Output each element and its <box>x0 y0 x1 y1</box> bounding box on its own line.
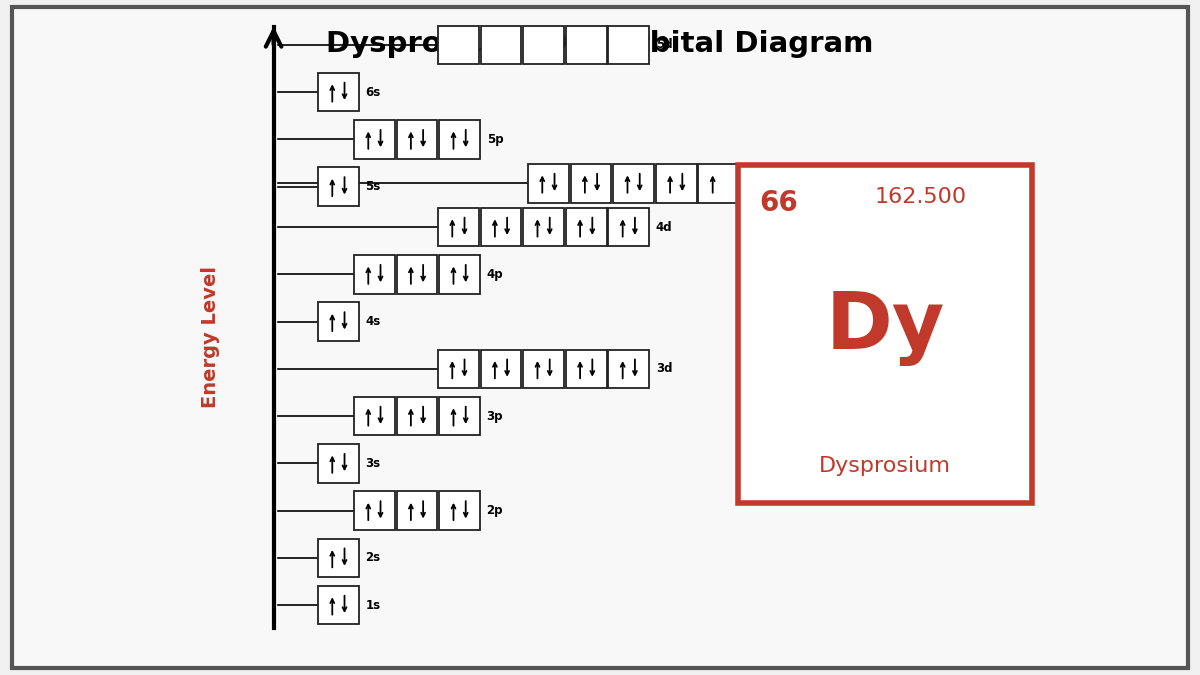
Bar <box>566 208 607 246</box>
Text: 3d: 3d <box>655 362 672 375</box>
Bar <box>438 26 479 64</box>
Text: 2p: 2p <box>487 504 503 517</box>
Text: 5p: 5p <box>487 133 503 146</box>
Bar <box>438 350 479 388</box>
Bar <box>528 164 569 202</box>
Bar <box>354 255 395 294</box>
Bar <box>784 164 824 202</box>
Bar <box>318 167 359 206</box>
Bar <box>698 164 739 202</box>
FancyBboxPatch shape <box>12 7 1188 668</box>
Bar <box>523 208 564 246</box>
Bar <box>439 120 480 159</box>
Text: 3p: 3p <box>487 410 503 423</box>
Bar <box>396 397 438 435</box>
Bar <box>523 26 564 64</box>
Text: 5s: 5s <box>365 180 380 193</box>
Text: 3s: 3s <box>365 457 380 470</box>
Text: 66: 66 <box>760 189 798 217</box>
Text: 1s: 1s <box>365 599 380 612</box>
Text: 5d: 5d <box>655 38 672 51</box>
Bar <box>480 350 521 388</box>
Text: 162.500: 162.500 <box>875 187 966 207</box>
Bar <box>738 165 1032 503</box>
Bar <box>566 350 607 388</box>
Bar <box>480 208 521 246</box>
Bar <box>613 164 654 202</box>
Text: 4s: 4s <box>365 315 380 328</box>
Bar <box>318 586 359 624</box>
Bar <box>480 26 521 64</box>
Text: Dysprosium: Dysprosium <box>818 456 952 476</box>
Bar <box>396 491 438 530</box>
Bar <box>608 208 649 246</box>
Bar <box>318 73 359 111</box>
Bar <box>438 208 479 246</box>
Text: Dy: Dy <box>826 288 944 367</box>
Bar <box>523 350 564 388</box>
Bar <box>354 397 395 435</box>
Text: Energy Level: Energy Level <box>200 267 220 408</box>
Text: 4p: 4p <box>487 268 503 281</box>
Bar <box>318 302 359 341</box>
Bar <box>396 255 438 294</box>
Bar <box>608 350 649 388</box>
Text: 2s: 2s <box>365 551 380 564</box>
Bar <box>439 491 480 530</box>
Bar <box>354 120 395 159</box>
Text: 4f: 4f <box>830 177 845 190</box>
Text: Dysprosium (Dy) Orbital Diagram: Dysprosium (Dy) Orbital Diagram <box>326 30 874 58</box>
Bar <box>354 491 395 530</box>
Text: 4d: 4d <box>655 221 672 234</box>
Bar <box>318 444 359 483</box>
Bar <box>655 164 696 202</box>
Bar <box>608 26 649 64</box>
Bar <box>396 120 438 159</box>
Bar <box>571 164 612 202</box>
Bar <box>439 255 480 294</box>
Bar <box>742 164 782 202</box>
Text: 6s: 6s <box>365 86 380 99</box>
Bar <box>318 539 359 577</box>
Bar <box>439 397 480 435</box>
Bar <box>566 26 607 64</box>
